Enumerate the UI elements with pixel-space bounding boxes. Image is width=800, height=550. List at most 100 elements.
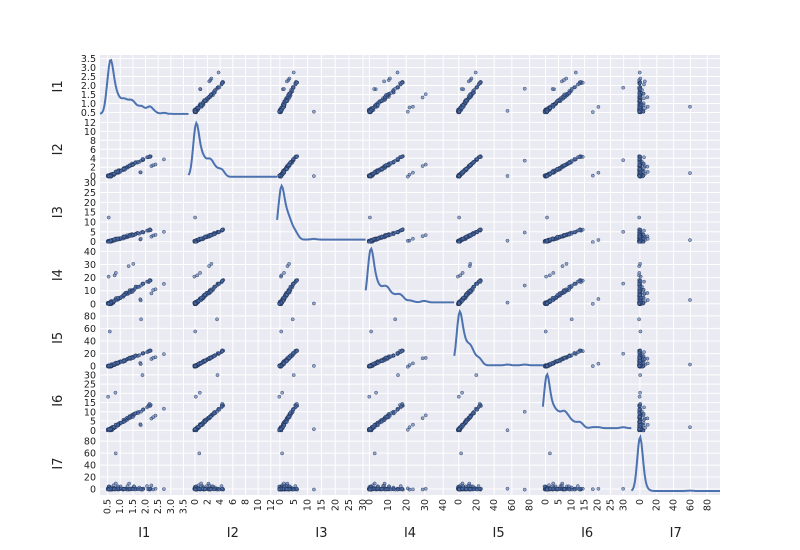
scatter-point: [285, 98, 289, 103]
scatter-point: [294, 154, 299, 159]
scatter-point: [216, 70, 221, 75]
scatter-point: [106, 174, 111, 178]
scatter-point: [641, 103, 646, 107]
scatter-point: [407, 105, 412, 110]
scatter-point: [400, 80, 405, 85]
scatter-point: [131, 289, 135, 293]
scatter-point: [577, 279, 582, 284]
scatter-point: [116, 169, 120, 174]
scatter-point: [420, 356, 425, 361]
scatter-point: [209, 76, 214, 81]
panel-I2-I1: [100, 117, 189, 181]
scatter-point: [294, 80, 299, 85]
scatter-point: [581, 278, 585, 283]
scatter-point: [577, 82, 582, 86]
scatter-point: [282, 103, 287, 107]
scatter-point: [468, 289, 472, 293]
scatter-point: [638, 262, 642, 266]
scatter-point: [215, 317, 219, 322]
scatter-point: [112, 361, 116, 366]
scatter-point: [637, 293, 642, 297]
scatter-point: [198, 87, 202, 91]
scatter-point: [395, 70, 400, 75]
panel-I5-I2: [188, 306, 278, 370]
scatter-point: [461, 236, 466, 241]
scatter-point: [112, 171, 116, 176]
scatter-point: [385, 233, 390, 237]
scatter-point: [140, 282, 145, 286]
scatter-point: [581, 154, 585, 159]
scatter-point: [379, 98, 384, 103]
scatter-point: [153, 413, 158, 418]
scatter-point: [641, 361, 646, 365]
scatter-point: [562, 356, 567, 360]
scatter-point: [411, 170, 415, 175]
scatter-point: [220, 227, 225, 232]
scatter-point: [215, 373, 220, 377]
scatter-point: [688, 238, 692, 242]
scatter-point: [645, 356, 650, 361]
panel-I2-I4: [365, 117, 455, 181]
scatter-point: [638, 87, 643, 91]
scatter-point: [220, 401, 225, 406]
panel-I6-I1: [100, 369, 189, 433]
scatter-point: [641, 354, 646, 359]
panel-I3-I3: [276, 180, 366, 244]
scatter-point: [637, 174, 642, 178]
scatter-point: [562, 163, 567, 167]
panels-layer: [99, 55, 720, 495]
scatter-point: [197, 390, 202, 395]
scatter-point: [522, 230, 527, 235]
scatter-point: [637, 240, 642, 244]
scatter-point: [211, 286, 216, 291]
panel-I1-I7: [631, 55, 720, 118]
panel-I4-I5: [454, 243, 543, 307]
scatter-point: [475, 282, 479, 286]
scatter-point: [577, 228, 582, 233]
scatter-point: [621, 351, 626, 356]
scatter-point: [372, 87, 377, 91]
scatter-point: [688, 171, 692, 175]
scatter-point: [461, 103, 466, 107]
scatter-point: [569, 317, 574, 322]
scatter-point: [643, 79, 647, 84]
scatter-point: [638, 80, 643, 85]
scatter-point: [596, 238, 601, 242]
scatter-point: [208, 92, 213, 97]
scatter-point: [477, 154, 482, 159]
scatter-point: [637, 289, 642, 293]
scatter-point: [138, 423, 143, 427]
scatter-point: [162, 282, 166, 286]
scatter-point: [140, 230, 145, 234]
scatter-point: [461, 295, 466, 300]
scatter-point: [562, 92, 567, 97]
scatter-point: [645, 298, 650, 302]
scatter-point: [567, 232, 572, 237]
scatter-point: [411, 236, 415, 241]
scatter-point: [116, 236, 120, 241]
scatter-point: [420, 234, 425, 238]
scatter-point: [131, 356, 135, 360]
scatter-point: [574, 70, 578, 75]
scatter-point: [645, 361, 650, 366]
scatter-point: [195, 273, 199, 278]
scatter-point: [285, 358, 289, 363]
scatter-point: [460, 299, 465, 303]
scatter-point: [147, 401, 152, 406]
panel-I3-I2: [188, 180, 278, 244]
scatter-point: [637, 364, 642, 368]
scatter-point: [131, 415, 135, 419]
scatter-point: [645, 236, 650, 241]
scatter-point: [282, 87, 286, 91]
scatter-point: [621, 281, 626, 286]
scatter-point: [385, 356, 390, 360]
scatter-point: [572, 85, 577, 90]
scatter-point: [138, 170, 143, 175]
scatter-point: [382, 79, 386, 84]
scatter-point: [379, 234, 384, 239]
scatter-point: [287, 163, 292, 167]
scatter-point: [645, 291, 650, 295]
scatter-point: [203, 358, 207, 363]
scatter-point: [522, 158, 527, 163]
scatter-point: [567, 161, 572, 165]
